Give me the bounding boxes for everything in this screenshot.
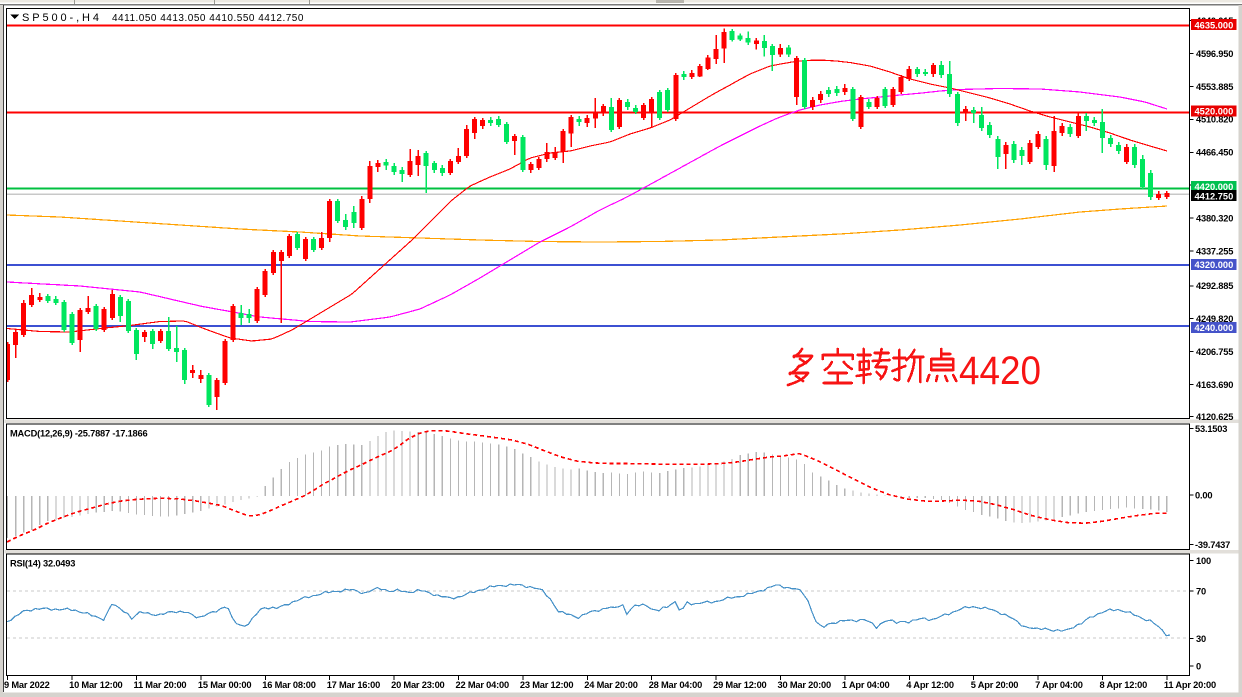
svg-text:22 Mar 04:00: 22 Mar 04:00 [456, 680, 509, 690]
svg-text:8 Apr 12:00: 8 Apr 12:00 [1100, 680, 1148, 690]
svg-text:1 Apr 04:00: 1 Apr 04:00 [842, 680, 890, 690]
svg-text:4420: 4420 [959, 349, 1041, 393]
svg-text:24 Mar 20:00: 24 Mar 20:00 [584, 680, 637, 690]
svg-text:70: 70 [1196, 587, 1206, 597]
svg-text:4337.255: 4337.255 [1196, 247, 1233, 257]
svg-text:SP500-,H4: SP500-,H4 [22, 12, 102, 24]
svg-text:30 Mar 20:00: 30 Mar 20:00 [778, 680, 831, 690]
svg-text:4411.050 4413.050 4410.550 441: 4411.050 4413.050 4410.550 4412.750 [112, 13, 304, 24]
svg-text:5 Apr 20:00: 5 Apr 20:00 [971, 680, 1019, 690]
svg-text:4 Apr 12:00: 4 Apr 12:00 [906, 680, 954, 690]
svg-text:4510.820: 4510.820 [1196, 115, 1233, 125]
svg-text:4120.625: 4120.625 [1196, 412, 1233, 422]
svg-text:4412.750: 4412.750 [1195, 191, 1234, 201]
svg-text:9 Mar 2022: 9 Mar 2022 [4, 680, 50, 690]
svg-text:4635.000: 4635.000 [1195, 20, 1234, 30]
svg-text:30: 30 [1196, 634, 1206, 644]
svg-text:28 Mar 04:00: 28 Mar 04:00 [649, 680, 702, 690]
svg-text:11 Mar 20:00: 11 Mar 20:00 [134, 680, 187, 690]
svg-text:100: 100 [1196, 556, 1211, 566]
svg-text:-39.7437: -39.7437 [1195, 540, 1230, 550]
svg-text:23 Mar 12:00: 23 Mar 12:00 [520, 680, 573, 690]
svg-text:4292.885: 4292.885 [1196, 281, 1233, 291]
svg-text:0: 0 [1196, 661, 1201, 671]
svg-text:4420.000: 4420.000 [1195, 182, 1234, 192]
svg-text:4240.000: 4240.000 [1195, 323, 1234, 333]
svg-text:53.1503: 53.1503 [1195, 424, 1227, 434]
svg-text:20 Mar 23:00: 20 Mar 23:00 [391, 680, 444, 690]
svg-text:4596.950: 4596.950 [1196, 49, 1233, 59]
svg-text:4249.820: 4249.820 [1196, 314, 1233, 324]
svg-text:4466.450: 4466.450 [1196, 148, 1233, 158]
svg-text:4380.320: 4380.320 [1196, 214, 1233, 224]
svg-text:4206.755: 4206.755 [1196, 347, 1233, 357]
svg-text:0.00: 0.00 [1195, 490, 1212, 500]
svg-text:4553.885: 4553.885 [1196, 82, 1233, 92]
svg-text:MACD(12,26,9) -25.7887 -17.186: MACD(12,26,9) -25.7887 -17.1866 [10, 429, 147, 439]
svg-text:10 Mar 12:00: 10 Mar 12:00 [69, 680, 122, 690]
svg-text:29 Mar 12:00: 29 Mar 12:00 [713, 680, 766, 690]
svg-text:4320.000: 4320.000 [1195, 260, 1234, 270]
svg-text:17 Mar 16:00: 17 Mar 16:00 [327, 680, 380, 690]
svg-text:7 Apr 04:00: 7 Apr 04:00 [1035, 680, 1083, 690]
svg-text:11 Apr 20:00: 11 Apr 20:00 [1164, 680, 1216, 690]
svg-text:15 Mar 00:00: 15 Mar 00:00 [198, 680, 251, 690]
svg-text:4163.690: 4163.690 [1196, 380, 1233, 390]
svg-text:RSI(14) 32.0493: RSI(14) 32.0493 [10, 559, 75, 569]
svg-text:4520.000: 4520.000 [1195, 106, 1234, 116]
svg-text:16 Mar 08:00: 16 Mar 08:00 [262, 680, 315, 690]
